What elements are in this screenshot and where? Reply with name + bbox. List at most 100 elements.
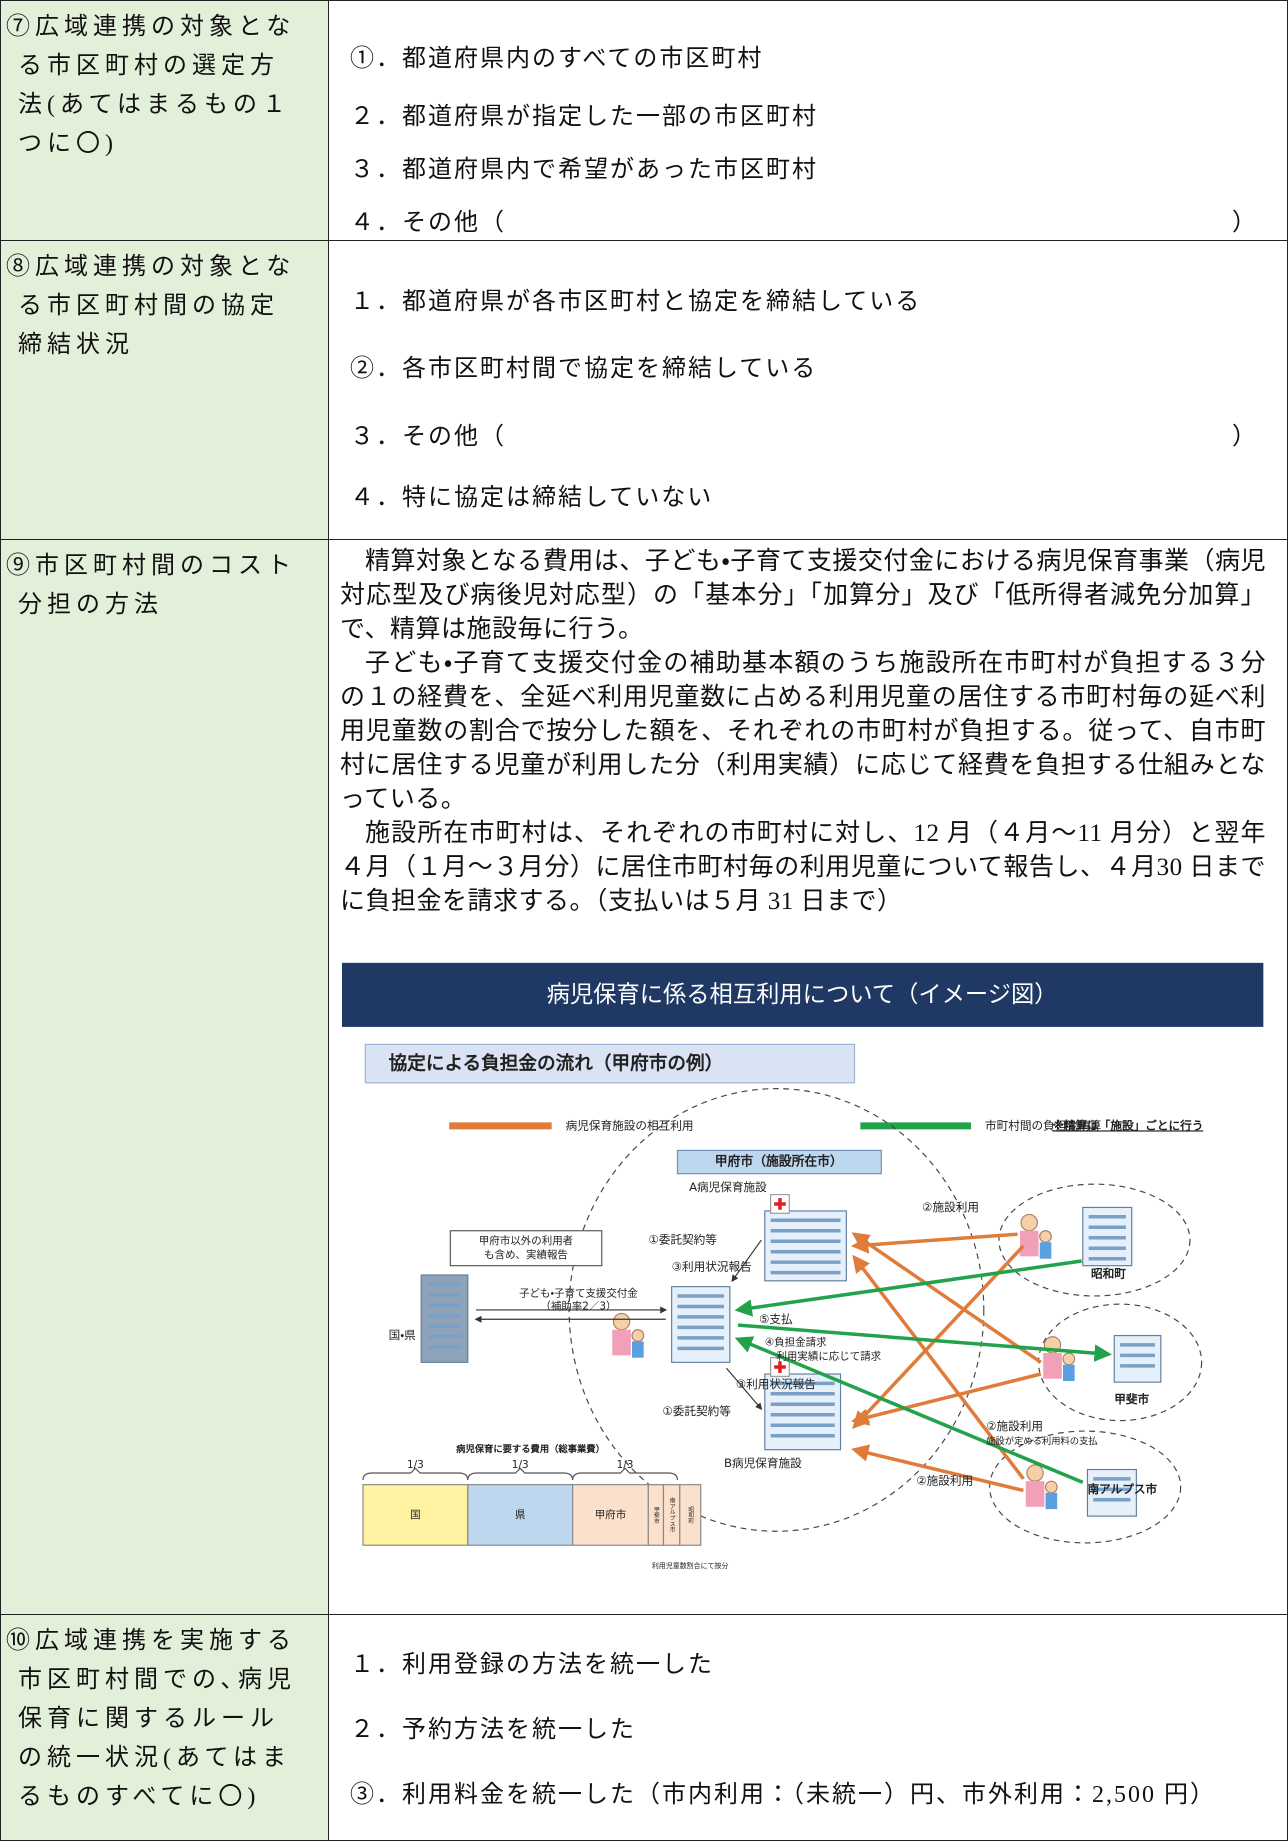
- label-line: 分担の方法: [18, 592, 163, 618]
- person-body: [1019, 1230, 1039, 1257]
- option-text: ３．その他（: [350, 424, 506, 450]
- option-text: ２．都道府県が指定した一部の市区町村: [350, 104, 818, 130]
- grant-label: （補助率2／3）: [540, 1299, 616, 1312]
- option-item: ②．各市区町村間で協定を締結している: [350, 348, 1258, 383]
- label-line: ⑩広域連携を実施する: [6, 1628, 296, 1654]
- child-body: [1062, 1364, 1075, 1381]
- option-item: ４．その他（ ）: [350, 202, 1258, 237]
- use-label: ②施設利用: [916, 1474, 973, 1488]
- label-line: の統一状況(あてはま: [18, 1745, 292, 1771]
- label-line: ⑦広域連携の対象とな: [6, 14, 296, 40]
- label-line: 保育に関するルール: [18, 1706, 279, 1732]
- cost-segment-label: 南アルプス市: [668, 1497, 675, 1534]
- label-line: 法(あてはまるもの１: [18, 92, 292, 118]
- option-text: ①．都道府県内のすべての市区町村: [350, 46, 764, 72]
- building: [1113, 1334, 1162, 1383]
- contract-label: ①委託契約等: [662, 1404, 731, 1418]
- use-flow: [851, 1372, 1042, 1426]
- city-label-box: [676, 1149, 882, 1175]
- paragraph: 精算対象となる費用は、子ども・子育て支援交付金における病児保育事業（病児対応型及…: [340, 548, 1266, 643]
- option-item: ２．予約方法を統一した: [350, 1709, 1258, 1744]
- fraction-brace: [572, 1467, 679, 1481]
- diagram-subtitle: 協定による負担金の流れ（甲府市の例）: [389, 1053, 724, 1075]
- town-label: 昭和町: [1091, 1266, 1126, 1280]
- label-line: つに〇): [18, 131, 118, 157]
- grant-label: 子ども・子育て支援交付金: [519, 1287, 638, 1300]
- report-note: 甲府市以外の利用者: [479, 1234, 573, 1247]
- fraction-label: 1/3: [512, 1459, 529, 1471]
- use-label: ②施設利用: [922, 1200, 979, 1214]
- paragraph: 子ども・子育て支援交付金の補助基本額のうち施設所在市町村が負担する３分の１の経費…: [340, 650, 1266, 813]
- status-label: ③利用状況報告: [672, 1259, 752, 1273]
- option-item: ①．都道府県内のすべての市区町村: [350, 38, 1258, 73]
- child-body: [1045, 1492, 1058, 1510]
- cost-title: 病児保育に要する費用（総事業費）: [456, 1443, 605, 1455]
- cost-segment: [362, 1484, 469, 1546]
- person-head: [1020, 1213, 1038, 1232]
- cost-segment-label: 甲斐市: [652, 1506, 659, 1525]
- legend-note: ※精算は「施設」ごとに行う: [1053, 1118, 1204, 1132]
- option-text: １．利用登録の方法を統一した: [350, 1652, 714, 1678]
- cost-segment: [572, 1484, 649, 1546]
- contract-label: ①委託契約等: [648, 1233, 717, 1247]
- option-text: ②．各市区町村間で協定を締結している: [350, 356, 818, 382]
- fraction-brace: [362, 1467, 469, 1481]
- paragraph: 施設所在市町村は、それぞれの市町村に対し、12 月（４月～11 月分）と翌年４月…: [340, 820, 1266, 915]
- option-close: ）: [1232, 424, 1258, 450]
- person-body: [612, 1329, 631, 1356]
- facility-b: B病児保育施設: [724, 1456, 802, 1470]
- report-note-box: [449, 1230, 603, 1267]
- claim-label: ④負担金請求: [765, 1336, 827, 1349]
- label-line: ⑨市区町村間のコスト: [6, 553, 296, 579]
- child-head: [631, 1329, 645, 1342]
- town-label: 甲斐市: [1114, 1392, 1149, 1406]
- cost-description: 精算対象となる費用は、子ども・子育て支援交付金における病児保育事業（病児対応型及…: [340, 545, 1266, 919]
- child-head: [1044, 1480, 1058, 1494]
- subtitle-box: [364, 1043, 856, 1084]
- banner: [342, 962, 1264, 1027]
- person-head: [612, 1312, 631, 1331]
- fraction-label: 1/3: [617, 1459, 634, 1471]
- use-flow: [852, 1254, 1025, 1480]
- cost-caption: 利用児童数割合にて按分: [652, 1561, 729, 1570]
- option-text: ③．利用料金を統一した（市内利用：（未統一）円、市外利用：2,500 円）: [350, 1782, 1216, 1808]
- row-border: [0, 240, 1288, 241]
- use-flow: [851, 1444, 1024, 1493]
- use-flow: [852, 1244, 1025, 1429]
- option-text: ４．その他（: [350, 210, 506, 236]
- settlement-flow: [734, 1336, 1084, 1484]
- label-line: る市区町村の選定方: [18, 53, 279, 79]
- use-label: ②施設利用: [986, 1419, 1043, 1433]
- option-text: ４．特に協定は締結していない: [350, 485, 714, 511]
- claim-label: 利用実績に応じて請求: [776, 1350, 881, 1363]
- report-note: も含め、実績報告: [484, 1248, 568, 1261]
- town-label: 南アルプス市: [1087, 1482, 1157, 1496]
- town-boundary: [989, 1430, 1182, 1544]
- option-text: １．都道府県が各市区町村と協定を締結している: [350, 289, 922, 315]
- label-line: るものすべてに〇): [18, 1784, 261, 1810]
- option-item: ２．都道府県が指定した一部の市区町村: [350, 96, 1258, 131]
- cost-segment-label: 国: [410, 1509, 420, 1521]
- option-item: ３．その他（ ）: [350, 416, 1258, 451]
- fraction-brace: [467, 1467, 574, 1481]
- label-line: る市区町村間の協定: [18, 293, 279, 319]
- label-cell: [0, 240, 329, 539]
- legend-label: 病児保育施設の相互利用: [566, 1118, 694, 1132]
- national-label: 国・県: [389, 1328, 417, 1342]
- person-body: [1025, 1481, 1045, 1507]
- status-label: ③利用状況報告: [736, 1377, 816, 1391]
- label-line: ⑧広域連携の対象とな: [6, 254, 296, 280]
- contract-flow: [725, 1367, 763, 1411]
- red-cross: [774, 1198, 786, 1210]
- person-head: [1026, 1464, 1044, 1482]
- label-cell: [0, 1614, 329, 1841]
- row-border: [0, 539, 1288, 540]
- diagram: 病児保育に係る相互利用について（イメージ図） 協定による負担金の流れ（甲府市の例）…: [342, 962, 1264, 1570]
- row-border: [0, 1614, 1288, 1615]
- option-item: １．都道府県が各市区町村と協定を締結している: [350, 281, 1258, 316]
- fraction-label: 1/3: [407, 1459, 424, 1471]
- building: [420, 1274, 469, 1363]
